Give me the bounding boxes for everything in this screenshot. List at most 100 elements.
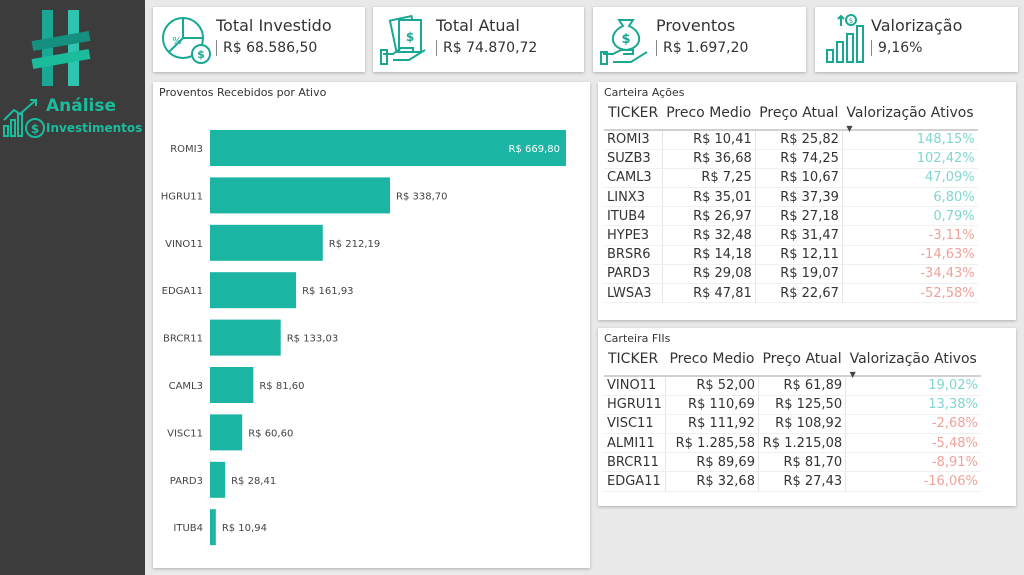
growth-chart-coin-icon: $	[3, 99, 45, 138]
table-row[interactable]: SUZB3 R$ 36,68 R$ 74,25 102,42%	[604, 149, 978, 169]
carteira-acoes-panel: Carteira Ações TICKER Preco Medio Preço …	[598, 82, 1016, 320]
bar[interactable]	[210, 414, 243, 451]
acoes-table[interactable]: TICKER Preco Medio Preço Atual Valorizaç…	[604, 102, 978, 304]
bar-category-label: PARD3	[170, 476, 203, 487]
kpi-value: R$ 1.697,20	[656, 40, 748, 56]
table-row[interactable]: VISC11 R$ 111,92 R$ 108,92 -2,68%	[604, 414, 981, 435]
kpi-label: Valorização	[871, 16, 963, 35]
table-row[interactable]: HGRU11 R$ 110,69 R$ 125,50 13,38%	[604, 395, 981, 415]
col-preco-atual[interactable]: Preço Atual	[759, 105, 839, 121]
bar[interactable]	[210, 224, 323, 261]
brand-subtitle: Investimentos	[46, 121, 143, 135]
proventos-bar-chart[interactable]: ROMI3 R$ 669,80 HGRU11 R$ 338,70 VINO11 R$ 21…	[153, 82, 590, 568]
cell-preco-atual: R$ 27,18	[754, 206, 843, 227]
cell-valorizacao: -2,68%	[845, 414, 981, 435]
bar-category-label: ITUB4	[173, 523, 203, 534]
proventos-chart-panel: Proventos Recebidos por Ativo ROMI3 R$ 66…	[153, 82, 590, 568]
acoes-title: Carteira Ações	[604, 86, 685, 99]
cell-preco-atual: R$ 31,47	[754, 225, 843, 246]
cell-valorizacao: -5,48%	[845, 433, 981, 454]
bar-category-label: VISC11	[167, 428, 203, 439]
kpi-value: R$ 68.586,50	[216, 40, 317, 56]
cell-valorizacao: -52,58%	[841, 283, 978, 304]
table-row[interactable]: HYPE3 R$ 32,48 R$ 31,47 -3,11%	[604, 225, 978, 246]
cell-ticker: VISC11	[604, 414, 666, 435]
cell-preco-medio: R$ 36,68	[661, 149, 756, 169]
col-preco-medio[interactable]: Preco Medio	[666, 105, 752, 121]
table-row[interactable]: BRSR6 R$ 14,18 R$ 12,11 -14,63%	[604, 245, 978, 265]
cell-preco-atual: R$ 12,11	[754, 245, 843, 265]
cell-preco-medio: R$ 110,69	[664, 395, 759, 415]
cell-preco-atual: R$ 10,67	[754, 168, 843, 189]
bar-category-label: VINO11	[165, 239, 203, 250]
cell-valorizacao: -34,43%	[841, 264, 978, 285]
cell-valorizacao: -16,06%	[845, 471, 981, 492]
cell-preco-medio: R$ 7,25	[661, 168, 756, 189]
chart-title: Proventos Recebidos por Ativo	[159, 86, 327, 99]
bar-value-label: R$ 669,80	[509, 144, 560, 155]
cell-valorizacao: 148,15%	[841, 130, 978, 150]
cell-preco-atual: R$ 22,67	[754, 283, 843, 304]
cell-valorizacao: 19,02%	[845, 376, 981, 396]
bar[interactable]	[210, 367, 254, 403]
col-valorizacao[interactable]: Valorização Ativos ▼	[842, 102, 977, 133]
cell-ticker: HGRU11	[604, 395, 666, 415]
cell-valorizacao: 13,38%	[845, 395, 981, 415]
bar-value-label: R$ 133,03	[287, 334, 338, 345]
cell-ticker: EDGA11	[604, 471, 666, 492]
kpi-proventos[interactable]: $ Proventos R$ 1.697,20	[593, 7, 806, 72]
table-row[interactable]: PARD3 R$ 29,08 R$ 19,07 -34,43%	[604, 264, 978, 285]
col-ticker[interactable]: TICKER	[608, 351, 659, 367]
cell-ticker: LINX3	[604, 187, 663, 208]
cell-preco-medio: R$ 29,08	[661, 264, 756, 285]
cell-preco-atual: R$ 61,89	[757, 376, 846, 396]
kpi-valorizacao[interactable]: $ Valorização 9,16%	[815, 7, 1018, 72]
cell-valorizacao: 0,79%	[841, 206, 978, 227]
bar[interactable]	[210, 319, 281, 356]
table-row[interactable]: CAML3 R$ 7,25 R$ 10,67 47,09%	[604, 168, 978, 189]
cell-valorizacao: 102,42%	[841, 149, 978, 169]
kpi-label: Proventos	[656, 16, 736, 35]
fiis-table[interactable]: TICKER Preco Medio Preço Atual Valorizaç…	[604, 348, 981, 492]
col-preco-atual[interactable]: Preço Atual	[762, 351, 842, 367]
table-row[interactable]: VINO11 R$ 52,00 R$ 61,89 19,02%	[604, 376, 981, 396]
cell-preco-atual: R$ 81,70	[757, 452, 846, 473]
cell-preco-medio: R$ 14,18	[661, 245, 756, 265]
bar[interactable]	[210, 509, 216, 546]
cash-hand-icon: $	[380, 14, 426, 65]
carteira-fiis-panel: Carteira FIIs TICKER Preco Medio Preço A…	[598, 328, 1016, 506]
kpi-total-atual[interactable]: $ Total Atual R$ 74.870,72	[373, 7, 584, 72]
pie-chart-money-icon: % $	[162, 17, 211, 64]
bar-category-label: EDGA11	[162, 286, 203, 297]
svg-text:$: $	[849, 17, 853, 25]
table-row[interactable]: BRCR11 R$ 89,69 R$ 81,70 -8,91%	[604, 452, 981, 473]
cell-ticker: BRSR6	[604, 245, 663, 265]
bar[interactable]	[210, 130, 566, 166]
table-row[interactable]: LINX3 R$ 35,01 R$ 37,39 6,80%	[604, 187, 978, 208]
table-row[interactable]: ITUB4 R$ 26,97 R$ 27,18 0,79%	[604, 206, 978, 227]
cell-valorizacao: -14,63%	[841, 245, 978, 265]
table-row[interactable]: LWSA3 R$ 47,81 R$ 22,67 -52,58%	[604, 283, 978, 304]
kpi-label: Total Investido	[216, 16, 332, 35]
table-row[interactable]: EDGA11 R$ 32,68 R$ 27,43 -16,06%	[604, 471, 981, 492]
col-valorizacao[interactable]: Valorização Ativos ▼	[846, 348, 981, 379]
bar[interactable]	[210, 177, 391, 214]
table-row[interactable]: ALMI11 R$ 1.285,58 R$ 1.215,08 -5,48%	[604, 433, 981, 454]
bar-value-label: R$ 60,60	[248, 428, 293, 439]
bar[interactable]	[210, 272, 297, 309]
kpi-value: 9,16%	[871, 40, 922, 56]
cell-ticker: ROMI3	[604, 130, 663, 150]
cell-ticker: ITUB4	[604, 206, 663, 227]
cell-preco-medio: R$ 32,48	[661, 225, 756, 246]
kpi-total-investido[interactable]: % $ Total Investido R$ 68.586,50	[153, 7, 365, 72]
table-row[interactable]: ROMI3 R$ 10,41 R$ 25,82 148,15%	[604, 130, 978, 150]
bar-value-label: R$ 10,94	[222, 523, 267, 534]
col-ticker[interactable]: TICKER	[608, 105, 659, 121]
cell-preco-medio: R$ 35,01	[661, 187, 756, 208]
cell-preco-atual: R$ 74,25	[754, 149, 843, 169]
svg-text:$: $	[621, 32, 630, 47]
col-preco-medio[interactable]: Preco Medio	[669, 351, 755, 367]
cell-preco-atual: R$ 108,92	[757, 414, 846, 435]
svg-text:$: $	[197, 48, 205, 61]
bar[interactable]	[210, 461, 226, 498]
